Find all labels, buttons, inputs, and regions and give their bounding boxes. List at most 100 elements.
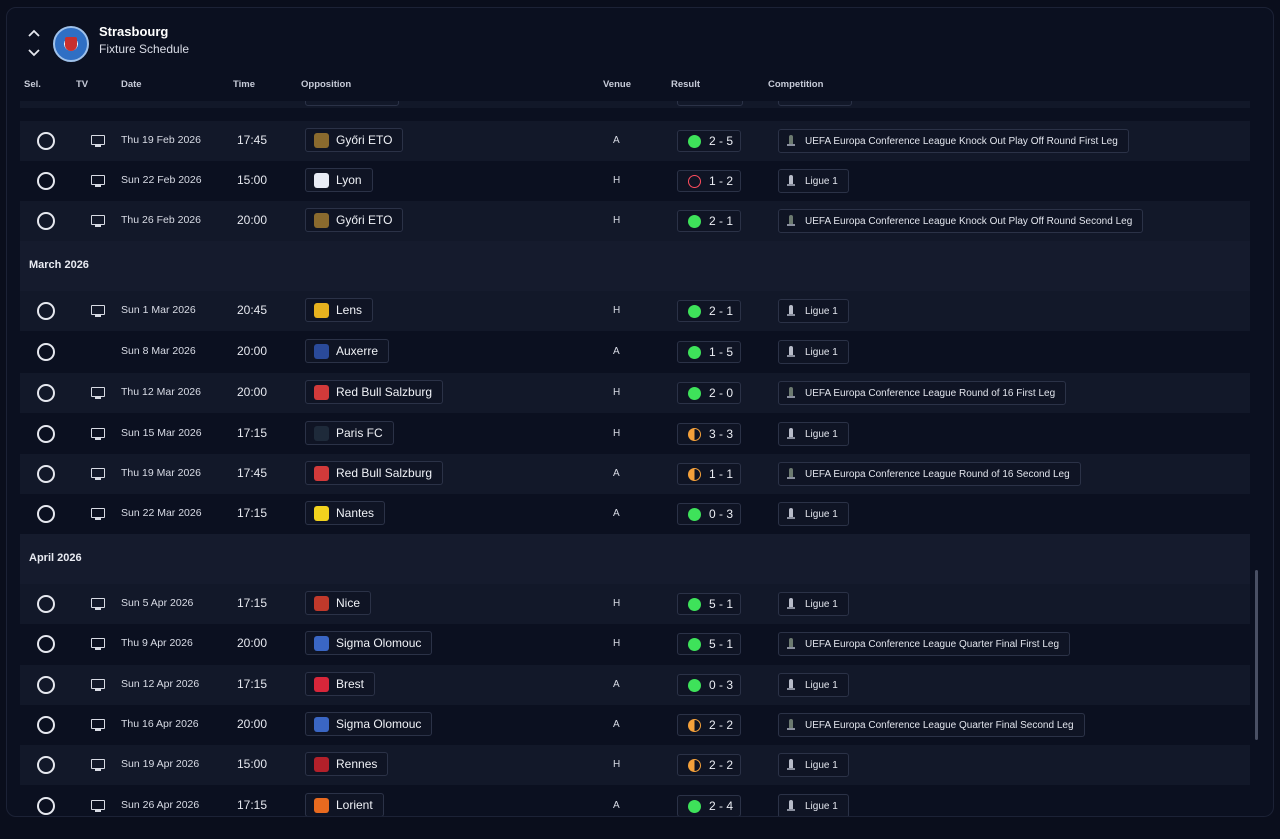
opponent-name[interactable]: Paris FC <box>336 426 383 440</box>
opposition-chip[interactable]: Brest <box>305 672 376 696</box>
column-header-competition[interactable]: Competition <box>768 79 824 90</box>
table-row[interactable]: Sun 22 Mar 2026 17:15 Nantes A 0 - 3 Ligue 1 <box>20 494 1250 534</box>
select-radio[interactable] <box>37 676 55 694</box>
opposition-chip[interactable]: Győri ETO <box>305 128 404 152</box>
competition-chip[interactable]: UEFA Europa Conference League Knock Out … <box>778 129 1129 153</box>
column-header-date[interactable]: Date <box>121 79 142 90</box>
select-radio[interactable] <box>37 595 55 613</box>
competition-name[interactable]: UEFA Europa Conference League Knock Out … <box>805 215 1133 227</box>
result-chip[interactable]: 2 - 1 <box>677 210 741 232</box>
result-chip[interactable]: 1 - 2 <box>677 170 741 192</box>
select-radio[interactable] <box>37 797 55 815</box>
competition-chip[interactable]: Ligue 1 <box>778 422 849 446</box>
select-radio[interactable] <box>37 302 55 320</box>
result-chip[interactable]: 0 - 3 <box>677 503 741 525</box>
result-chip[interactable]: 2 - 4 <box>677 795 741 816</box>
opponent-name[interactable]: Győri ETO <box>336 213 393 227</box>
competition-name[interactable]: Ligue 1 <box>805 800 838 812</box>
opponent-name[interactable]: Red Bull Salzburg <box>336 466 433 480</box>
opponent-name[interactable]: Sigma Olomouc <box>336 717 422 731</box>
competition-chip[interactable]: Ligue 1 <box>778 753 849 777</box>
select-radio[interactable] <box>37 716 55 734</box>
result-chip[interactable]: 2 - 2 <box>677 754 741 776</box>
competition-name[interactable]: Ligue 1 <box>805 305 838 317</box>
competition-name[interactable]: UEFA Europa Conference League Knock Out … <box>805 135 1118 147</box>
column-header-result[interactable]: Result <box>671 79 701 90</box>
opponent-name[interactable]: Győri ETO <box>336 133 393 147</box>
competition-name[interactable]: Ligue 1 <box>805 175 838 187</box>
select-radio[interactable] <box>37 343 55 361</box>
competition-name[interactable]: Ligue 1 <box>805 508 838 520</box>
opposition-chip[interactable]: Győri ETO <box>305 208 404 232</box>
competition-chip[interactable]: Ligue 1 <box>778 340 849 364</box>
competition-name[interactable]: UEFA Europa Conference League Round of 1… <box>805 387 1056 399</box>
column-header-tv[interactable]: TV <box>76 79 89 90</box>
opposition-chip[interactable]: Lyon <box>305 168 373 192</box>
table-row[interactable]: Sun 19 Apr 2026 15:00 Rennes H 2 - 2 Ligue 1 <box>20 745 1250 785</box>
chevron-up-icon[interactable] <box>27 26 41 40</box>
opposition-chip[interactable]: Sigma Olomouc <box>305 631 433 655</box>
table-row[interactable]: Thu 19 Feb 2026 17:45 Győri ETO A 2 - 5 UEFA … <box>20 121 1250 161</box>
opponent-name[interactable]: Lyon <box>336 173 362 187</box>
column-header-opposition[interactable]: Opposition <box>301 79 352 90</box>
table-row[interactable]: Thu 9 Apr 2026 20:00 Sigma Olomouc H 5 - 1 UE… <box>20 624 1250 664</box>
competition-name[interactable]: Ligue 1 <box>805 598 838 610</box>
result-chip[interactable]: 1 - 5 <box>677 341 741 363</box>
result-chip[interactable]: 3 - 3 <box>677 423 741 445</box>
select-radio[interactable] <box>37 132 55 150</box>
opponent-name[interactable]: Lens <box>336 303 363 317</box>
opponent-name[interactable]: Sigma Olomouc <box>336 636 422 650</box>
column-header-sel[interactable]: Sel. <box>24 79 41 90</box>
select-radio[interactable] <box>37 212 55 230</box>
competition-chip[interactable]: Ligue 1 <box>778 299 849 323</box>
table-row[interactable]: Sun 15 Mar 2026 17:15 Paris FC H 3 - 3 Ligue … <box>20 414 1250 454</box>
table-row[interactable]: Thu 12 Mar 2026 20:00 Red Bull Salzburg H 2 … <box>20 373 1250 413</box>
competition-name[interactable]: Ligue 1 <box>805 679 838 691</box>
result-chip[interactable]: 2 - 5 <box>677 130 741 152</box>
result-chip[interactable]: 2 - 1 <box>677 300 741 322</box>
vertical-scrollbar[interactable] <box>1255 570 1258 740</box>
result-chip[interactable]: 1 - 1 <box>677 463 741 485</box>
opponent-name[interactable]: Brest <box>336 677 365 691</box>
table-row[interactable]: Sun 12 Apr 2026 17:15 Brest A 0 - 3 Ligue 1 <box>20 665 1250 705</box>
opposition-chip[interactable]: Red Bull Salzburg <box>305 380 444 404</box>
opposition-chip[interactable]: Red Bull Salzburg <box>305 461 444 485</box>
opposition-chip[interactable]: Lens <box>305 298 374 322</box>
table-row[interactable]: Sun 5 Apr 2026 17:15 Nice H 5 - 1 Ligue 1 <box>20 584 1250 624</box>
result-chip[interactable]: 5 - 1 <box>677 593 741 615</box>
select-radio[interactable] <box>37 465 55 483</box>
competition-chip[interactable]: Ligue 1 <box>778 502 849 526</box>
competition-chip[interactable]: Ligue 1 <box>778 673 849 697</box>
opponent-name[interactable]: Lorient <box>336 798 373 812</box>
competition-chip[interactable]: Ligue 1 <box>778 794 849 816</box>
column-header-time[interactable]: Time <box>233 79 256 90</box>
select-radio[interactable] <box>37 172 55 190</box>
column-header-venue[interactable]: Venue <box>603 79 631 90</box>
competition-name[interactable]: Ligue 1 <box>805 759 838 771</box>
opponent-name[interactable]: Nantes <box>336 506 375 520</box>
opposition-chip[interactable]: Nice <box>305 591 372 615</box>
opposition-chip[interactable]: Sigma Olomouc <box>305 712 433 736</box>
competition-chip[interactable]: UEFA Europa Conference League Quarter Fi… <box>778 713 1085 737</box>
select-radio[interactable] <box>37 425 55 443</box>
result-chip[interactable]: 0 - 3 <box>677 674 741 696</box>
competition-name[interactable]: Ligue 1 <box>805 346 838 358</box>
result-chip[interactable]: 2 - 0 <box>677 382 741 404</box>
table-row[interactable]: Thu 26 Feb 2026 20:00 Győri ETO H 2 - 1 UEFA … <box>20 201 1250 241</box>
competition-name[interactable]: UEFA Europa Conference League Quarter Fi… <box>805 638 1060 650</box>
chevron-down-icon[interactable] <box>27 46 41 60</box>
table-row[interactable]: Sun 1 Mar 2026 20:45 Lens H 2 - 1 Ligue 1 <box>20 291 1250 331</box>
opposition-chip[interactable]: Paris FC <box>305 421 394 445</box>
table-row[interactable]: Thu 16 Apr 2026 20:00 Sigma Olomouc A 2 - 2 U… <box>20 705 1250 745</box>
opposition-chip[interactable]: Auxerre <box>305 339 390 363</box>
table-row[interactable]: Sun 22 Feb 2026 15:00 Lyon H 1 - 2 Ligue 1 <box>20 161 1250 201</box>
table-row[interactable]: Sun 8 Mar 2026 20:00 Auxerre A 1 - 5 Ligue 1 <box>20 332 1250 372</box>
competition-name[interactable]: UEFA Europa Conference League Round of 1… <box>805 468 1070 480</box>
select-radio[interactable] <box>37 384 55 402</box>
club-crest-icon[interactable] <box>53 26 89 62</box>
table-row[interactable]: Thu 19 Mar 2026 17:45 Red Bull Salzburg A 1 … <box>20 454 1250 494</box>
opposition-chip[interactable]: Lorient <box>305 793 384 816</box>
opponent-name[interactable]: Red Bull Salzburg <box>336 385 433 399</box>
competition-chip[interactable]: Ligue 1 <box>778 592 849 616</box>
opposition-chip[interactable]: Rennes <box>305 752 389 776</box>
